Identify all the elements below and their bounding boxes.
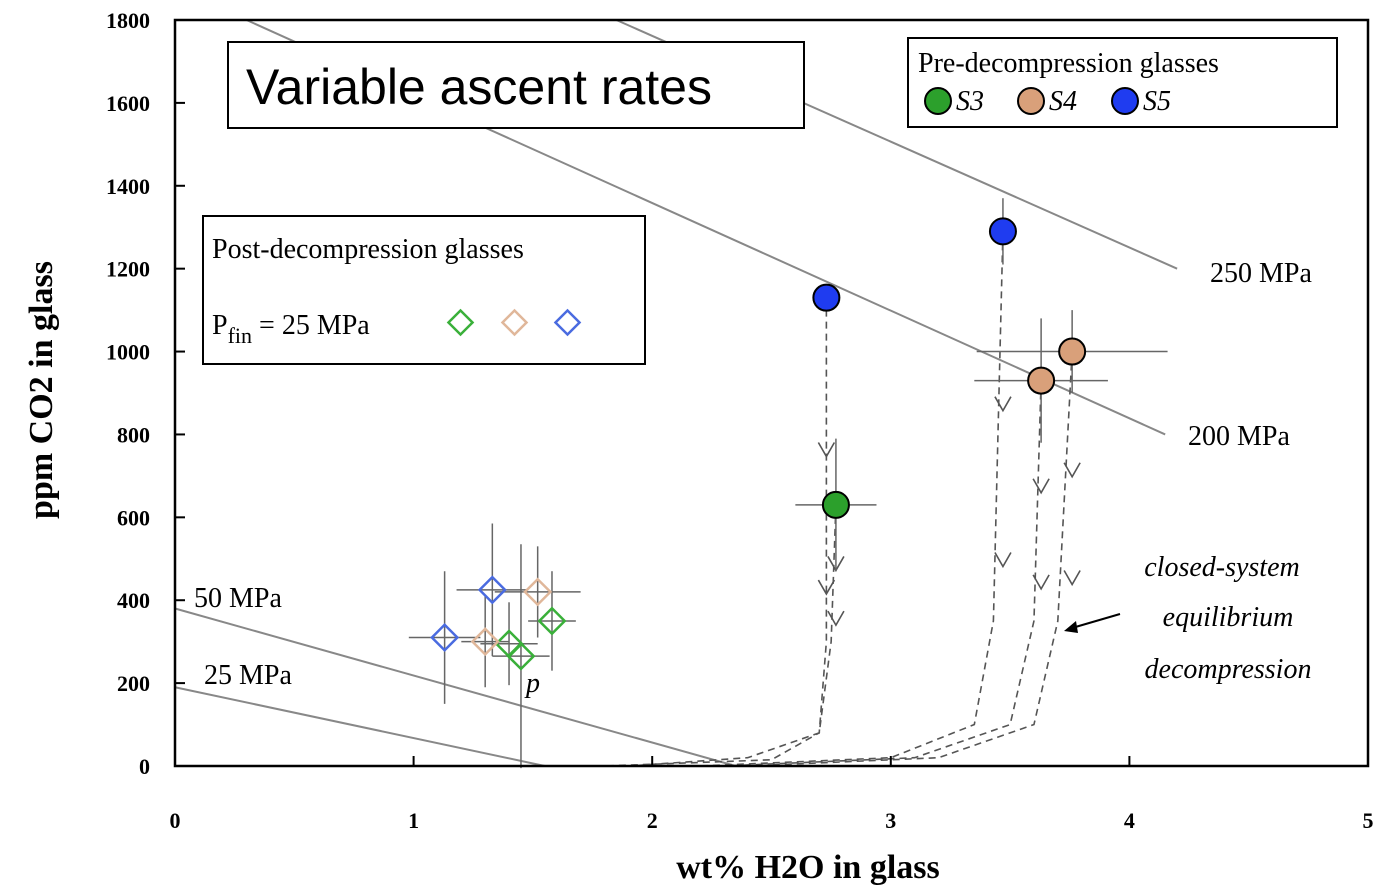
post-legend-label: Pfin = 25 MPa <box>212 310 370 348</box>
decompression-path-0 <box>604 297 828 767</box>
x-tick-label-1: 1 <box>408 808 419 833</box>
data-markers <box>430 217 1087 671</box>
legend-marker-post-green <box>446 308 475 337</box>
annotation-equilibrium: equilibrium <box>1163 602 1294 633</box>
legend-label-s4: S4 <box>1049 86 1077 117</box>
decompression-path-4 <box>747 351 1073 767</box>
axis-ticks: 0 1 2 3 4 5 0 200 400 600 800 1000 1200 1400 1600 1800 <box>106 8 1374 833</box>
pre-marker-S5-0 <box>812 283 841 312</box>
path-chevron-1-1 <box>827 610 845 627</box>
legend-marker-post-blue <box>553 308 582 337</box>
post-marker-1-1 <box>523 577 553 607</box>
y-tick-label-0: 0 <box>139 754 150 779</box>
pre-marker-S4-1 <box>1058 337 1087 366</box>
legend-marker-post-tan <box>500 308 529 337</box>
y-tick-label-4: 800 <box>117 422 150 447</box>
decompression-paths <box>604 231 1081 767</box>
path-chevron-3-1 <box>1032 574 1050 591</box>
post-marker-0-2 <box>537 606 567 636</box>
isobar-label-50: 50 MPa <box>194 583 282 614</box>
x-tick-label-3: 3 <box>885 808 896 833</box>
path-chevron-0-0 <box>817 442 836 459</box>
isobar-line-3 <box>174 686 546 767</box>
y-tick-label-2: 400 <box>117 588 150 613</box>
decompression-path-2 <box>699 231 1004 767</box>
y-tick-label-9: 1800 <box>106 8 150 33</box>
legend-marker-s3 <box>924 87 952 115</box>
post-legend-title: Post-decompression glasses <box>212 234 524 265</box>
pre-marker-S5-1 <box>988 217 1017 246</box>
legend-label-s5: S5 <box>1143 86 1171 117</box>
path-chevron-3-0 <box>1032 478 1050 495</box>
y-tick-label-7: 1400 <box>106 174 150 199</box>
path-chevron-2-1 <box>994 552 1012 569</box>
isobar-label-25: 25 MPa <box>204 660 292 691</box>
pre-marker-S3-0 <box>821 490 850 519</box>
isobar-lines <box>174 19 1178 767</box>
annotation-arrow-line <box>1071 613 1121 629</box>
y-axis-label: ppm CO2 in glass <box>23 261 60 519</box>
decompression-path-3 <box>723 380 1042 767</box>
y-tick-label-1: 200 <box>117 671 150 696</box>
isobar-label-200: 200 MPa <box>1188 421 1290 452</box>
post-legend-label-sub: fin <box>228 323 252 348</box>
y-tick-label-8: 1600 <box>106 91 150 116</box>
annotation-closed-system: closed-system <box>1144 552 1300 583</box>
decompression-path-1 <box>628 504 837 767</box>
post-marker-2-0 <box>430 623 460 653</box>
isobar-line-2 <box>174 607 736 767</box>
x-tick-label-5: 5 <box>1363 808 1374 833</box>
pre-legend-title: Pre-decompression glasses <box>918 48 1219 79</box>
y-tick-label-3: 600 <box>117 505 150 530</box>
annotation-point-label: p <box>524 668 540 699</box>
post-legend-label-p: P <box>212 310 228 341</box>
x-tick-label-4: 4 <box>1124 808 1135 833</box>
legend-marker-s4 <box>1017 87 1045 115</box>
plot-frame <box>173 18 1370 768</box>
x-tick-label-2: 2 <box>647 808 658 833</box>
path-chevron-2-0 <box>994 396 1012 413</box>
annotation-arrow-head <box>1064 621 1078 633</box>
y-tick-label-5: 1000 <box>106 340 150 365</box>
post-marker-0-1 <box>506 641 536 671</box>
title-box <box>227 41 805 129</box>
annotation-decompression: decompression <box>1145 654 1312 685</box>
post-legend-box <box>202 215 646 365</box>
isobar-label-250: 250 MPa <box>1210 258 1312 289</box>
post-marker-2-1 <box>477 575 507 605</box>
path-chevron-0-1 <box>817 579 836 596</box>
y-tick-label-6: 1200 <box>106 257 150 282</box>
legend-label-s3: S3 <box>956 86 984 117</box>
chart-title: Variable ascent rates <box>246 59 712 115</box>
post-legend-label-rest: = 25 MPa <box>252 310 370 341</box>
path-chevron-4-0 <box>1063 462 1081 479</box>
x-axis-label: wt% H2O in glass <box>676 849 940 886</box>
legend-marker-s5 <box>1111 87 1139 115</box>
post-marker-1-0 <box>470 627 500 657</box>
pre-marker-S4-0 <box>1027 366 1056 395</box>
path-chevron-4-1 <box>1063 570 1081 587</box>
x-tick-label-0: 0 <box>170 808 181 833</box>
